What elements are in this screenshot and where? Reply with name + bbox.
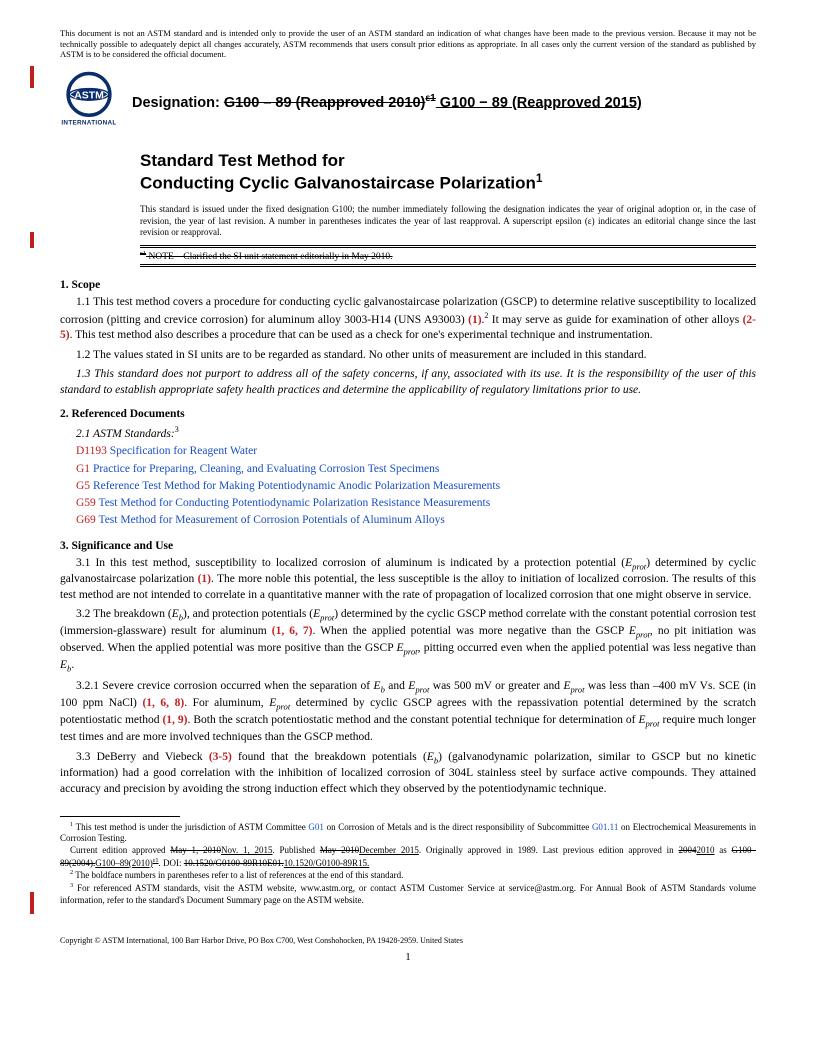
page: This document is not an ASTM standard an…: [0, 0, 816, 993]
ref-item: G69 Test Method for Measurement of Corro…: [76, 512, 756, 529]
footnote-2: 2 The boldface numbers in parentheses re…: [60, 869, 756, 882]
ref-item: G59 Test Method for Conducting Potentiod…: [76, 495, 756, 512]
ref-link[interactable]: Test Method for Conducting Potentiodynam…: [98, 497, 490, 509]
designation-old-eps: ε1: [425, 93, 435, 104]
copyright: Copyright © ASTM International, 100 Barr…: [60, 936, 756, 945]
sig-head: 3. Significance and Use: [60, 540, 756, 552]
ref-item: D1193 Specification for Reagent Water: [76, 443, 756, 460]
svg-text:INTERNATIONAL: INTERNATIONAL: [61, 119, 116, 126]
sig-3-3: 3.3 DeBerry and Viebeck (3-5) found that…: [60, 750, 756, 798]
page-number: 1: [60, 951, 756, 963]
change-bar: [30, 232, 34, 248]
scope-head: 1. Scope: [60, 279, 756, 291]
change-bar: [30, 66, 34, 88]
designation-old: G100 – 89 (Reapproved 2010): [224, 94, 426, 110]
footnote-1b: Current edition approved May 1, 2010Nov.…: [60, 845, 756, 869]
footnote-1: 1 This test method is under the jurisdic…: [60, 821, 756, 845]
designation-new: G100 − 89 (Reapproved 2015): [436, 94, 642, 110]
sig-3-2-1: 3.2.1 Severe crevice corrosion occurred …: [60, 679, 756, 745]
designation: Designation: G100 – 89 (Reapproved 2010)…: [132, 86, 642, 113]
ref-item: G1 Practice for Preparing, Cleaning, and…: [76, 461, 756, 478]
refs-head: 2. Referenced Documents: [60, 408, 756, 420]
top-disclaimer: This document is not an ASTM standard an…: [60, 28, 756, 60]
ref-item: G5 Reference Test Method for Making Pote…: [76, 478, 756, 495]
title-line2: Conducting Cyclic Galvanostaircase Polar…: [140, 171, 756, 194]
title-line1: Standard Test Method for: [140, 150, 756, 171]
title-block: Standard Test Method for Conducting Cycl…: [140, 150, 756, 194]
scope-1-3: 1.3 This standard does not purport to ad…: [60, 367, 756, 398]
footnote-rule: [60, 816, 180, 817]
ref-link[interactable]: Specification for Reagent Water: [110, 445, 257, 457]
header-row: ASTM INTERNATIONAL Designation: G100 – 8…: [60, 70, 756, 128]
sig-3-1: 3.1 In this test method, susceptibility …: [60, 556, 756, 604]
refs-sub: 2.1 ASTM Standards:3: [76, 424, 756, 443]
issuance-note: This standard is issued under the fixed …: [140, 204, 756, 239]
change-bar: [30, 892, 34, 914]
epsilon-note: ε1 NOTE—Clarified the SI unit statement …: [140, 245, 756, 267]
sig-3-2: 3.2 The breakdown (Eb), and protection p…: [60, 607, 756, 675]
ref-link[interactable]: Test Method for Measurement of Corrosion…: [98, 514, 444, 526]
astm-logo: ASTM INTERNATIONAL: [60, 70, 118, 128]
scope-1-2: 1.2 The values stated in SI units are to…: [60, 348, 756, 364]
designation-label: Designation:: [132, 94, 224, 110]
scope-1-1: 1.1 This test method covers a procedure …: [60, 295, 756, 343]
svg-text:ASTM: ASTM: [74, 90, 104, 101]
ref-link[interactable]: Reference Test Method for Making Potenti…: [93, 480, 500, 492]
ref-link[interactable]: Practice for Preparing, Cleaning, and Ev…: [93, 463, 439, 475]
footnote-3: 3 For referenced ASTM standards, visit t…: [60, 882, 756, 906]
